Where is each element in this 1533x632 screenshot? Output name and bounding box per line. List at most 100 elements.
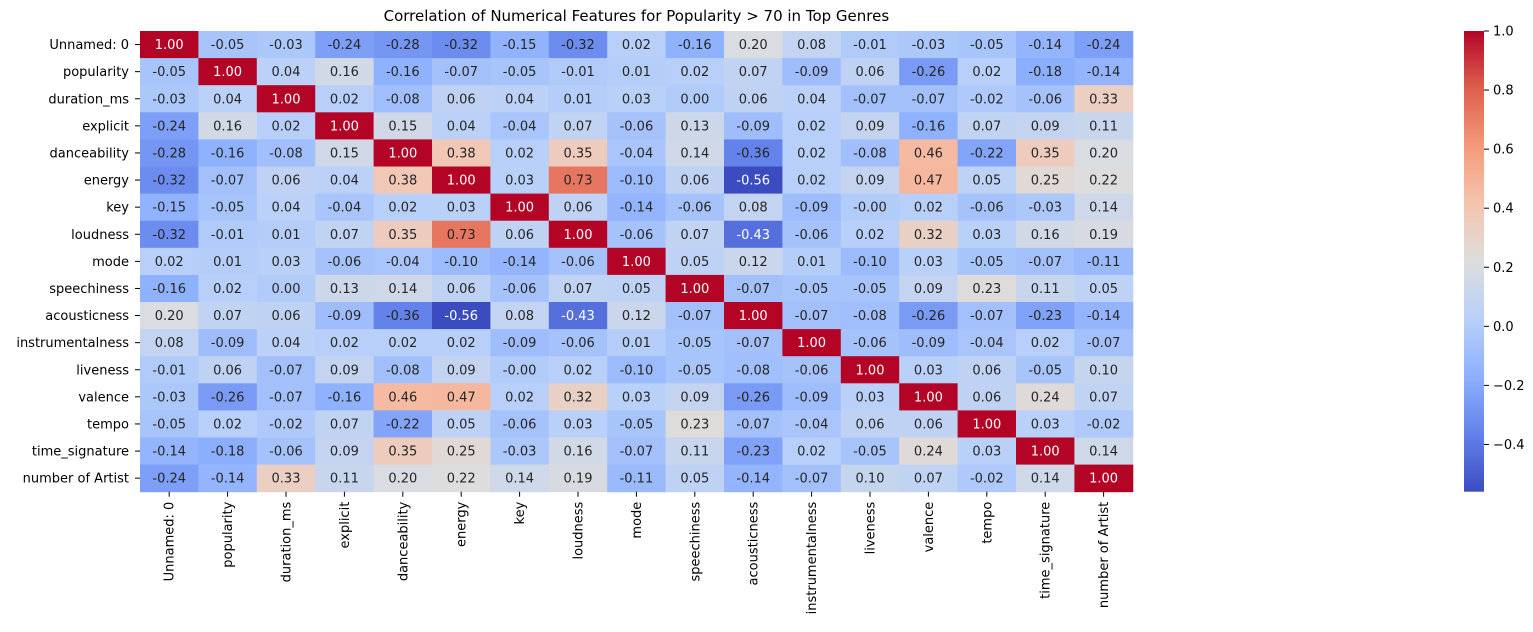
heatmap-cell: [607, 302, 667, 330]
heatmap-cell: [1074, 302, 1134, 330]
heatmap-cell: [140, 193, 199, 222]
heatmap-cell: [724, 112, 783, 140]
heatmap-cell: [1016, 274, 1075, 303]
heatmap-cell: [1074, 247, 1134, 276]
heatmap-cell: [490, 410, 550, 438]
heatmap-cell: [782, 329, 842, 357]
cell-value-label: 0.20: [1089, 146, 1118, 161]
heatmap-cell: [665, 139, 725, 167]
cell-value-label: -0.09: [211, 336, 245, 351]
heatmap-cell: [315, 302, 375, 330]
cell-value-label: 0.47: [914, 174, 943, 189]
y-tick-label: mode: [92, 255, 129, 270]
cell-value-label: -0.08: [736, 363, 770, 378]
cell-value-label: -0.09: [795, 65, 829, 80]
cell-value-label: -0.26: [912, 309, 946, 324]
cell-value-label: -0.16: [328, 390, 362, 405]
y-tick-label: time_signature: [32, 445, 129, 460]
heatmap-cell: [782, 58, 842, 86]
cell-value-label: 0.14: [1089, 201, 1118, 216]
heatmap-cell: [256, 329, 316, 357]
heatmap-cell: [198, 31, 258, 59]
heatmap-cell: [373, 383, 433, 411]
heatmap-cell: [1074, 139, 1134, 167]
cell-value-label: -0.01: [853, 38, 887, 53]
heatmap-cell: [548, 247, 608, 276]
cell-value-label: 0.02: [797, 119, 826, 134]
heatmap-cell: [957, 166, 1017, 195]
heatmap-cell: [140, 58, 199, 86]
cell-value-label: -0.24: [152, 119, 186, 134]
heatmap-cell: [782, 437, 842, 466]
cell-value-label: -0.14: [1087, 65, 1121, 80]
cell-value-label: 0.03: [972, 228, 1001, 243]
cell-value-label: 0.03: [856, 390, 885, 405]
cell-value-label: 0.00: [272, 282, 301, 297]
cell-value-label: -0.03: [152, 92, 186, 107]
heatmap-cell: [432, 139, 491, 167]
heatmap-cell: [432, 410, 491, 438]
heatmap-cell: [432, 31, 491, 59]
cell-value-label: -0.06: [678, 201, 712, 216]
heatmap-cell: [256, 139, 316, 167]
heatmap-cell: [665, 274, 725, 303]
cell-value-label: 0.47: [447, 390, 476, 405]
heatmap-cell: [490, 85, 550, 113]
cell-value-label: -0.04: [328, 201, 362, 216]
heatmap-cell: [140, 437, 199, 466]
heatmap-cell: [140, 247, 199, 276]
cell-value-label: 0.01: [213, 255, 242, 270]
heatmap-cell: [724, 302, 783, 330]
x-tick-label: popularity: [221, 501, 236, 567]
heatmap-cell: [490, 356, 550, 384]
heatmap-cell: [548, 31, 608, 59]
cell-value-label: 0.02: [856, 228, 885, 243]
cell-value-label: -0.05: [678, 336, 712, 351]
cell-value-label: -0.14: [503, 255, 537, 270]
cell-value-label: 0.10: [1089, 363, 1118, 378]
heatmap-cell: [899, 139, 959, 167]
heatmap-cell: [373, 220, 433, 249]
heatmap-cell: [373, 58, 433, 86]
heatmap-cell: [490, 166, 550, 195]
x-tick-label: number of Artist: [1097, 502, 1112, 608]
heatmap-cell: [548, 112, 608, 140]
cell-value-label: 0.07: [1089, 390, 1118, 405]
heatmap-cell: [1074, 58, 1134, 86]
heatmap-cell: [840, 274, 900, 303]
cell-value-label: -0.09: [912, 336, 946, 351]
cell-value-label: -0.04: [970, 336, 1004, 351]
cell-value-label: 0.06: [272, 309, 301, 324]
heatmap-cell: [315, 410, 375, 438]
cell-value-label: 0.07: [213, 309, 242, 324]
cell-value-label: 0.08: [155, 336, 184, 351]
heatmap-cell: [957, 112, 1017, 140]
cell-value-label: -0.07: [736, 417, 770, 432]
heatmap-cell: [256, 410, 316, 438]
cell-value-label: -0.32: [444, 38, 478, 53]
cell-value-label: 0.02: [1031, 336, 1060, 351]
heatmap-cell: [373, 139, 433, 167]
heatmap-cell: [607, 274, 667, 303]
heatmap-cell: [840, 302, 900, 330]
cell-value-label: -0.09: [503, 336, 537, 351]
heatmap-cell: [724, 464, 783, 493]
cell-value-label: 0.15: [388, 119, 417, 134]
cell-value-label: -0.43: [736, 228, 770, 243]
cell-value-label: 0.07: [680, 228, 709, 243]
cell-value-label: 0.04: [505, 92, 534, 107]
y-tick-label: speechiness: [49, 282, 129, 297]
cell-value-label: 0.02: [680, 65, 709, 80]
cell-value-label: 0.73: [447, 228, 476, 243]
cell-value-label: -0.10: [444, 255, 478, 270]
heatmap-cell: [607, 356, 667, 384]
cell-value-label: -0.03: [912, 38, 946, 53]
heatmap-cell: [490, 437, 550, 466]
heatmap-cell: [432, 329, 491, 357]
cell-value-label: 0.07: [330, 417, 359, 432]
heatmap-cell: [140, 329, 199, 357]
cell-value-label: -0.10: [620, 363, 654, 378]
heatmap-cell: [840, 85, 900, 113]
heatmap-cell: [373, 247, 433, 276]
cell-value-label: 1.00: [447, 174, 476, 189]
